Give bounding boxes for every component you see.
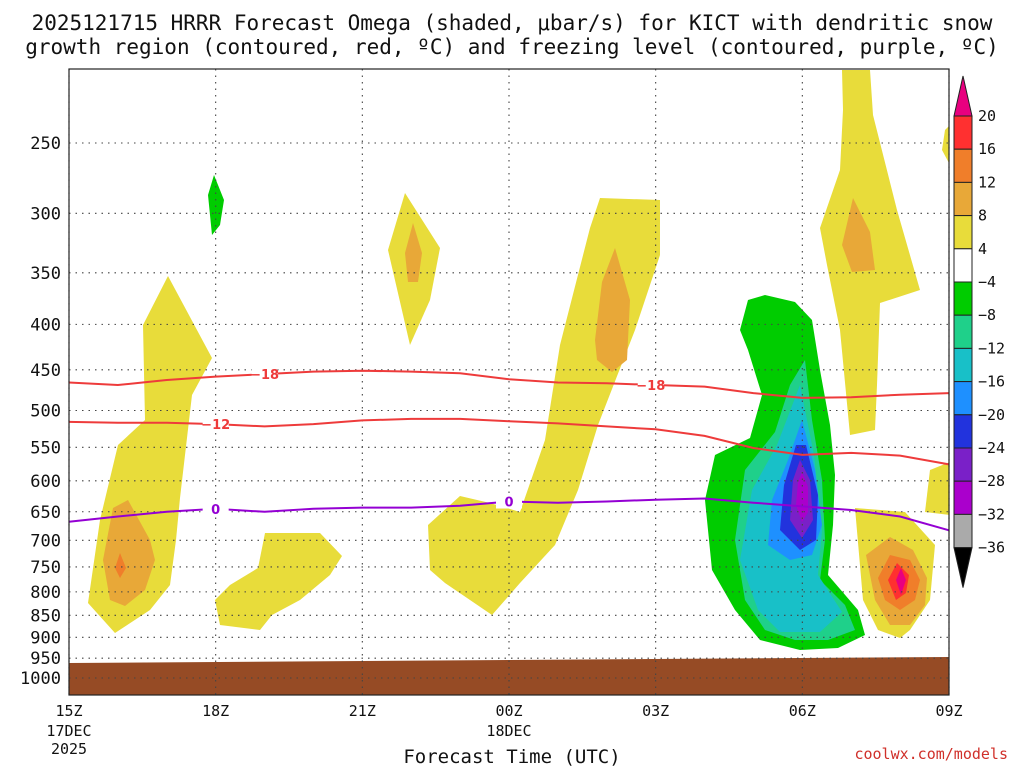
y-tick-label: 500 xyxy=(30,402,61,422)
colorbar-segment xyxy=(953,281,973,316)
colorbar-segment xyxy=(953,148,973,183)
contour-label: 0 xyxy=(211,503,220,518)
contour-label: −18 xyxy=(250,368,279,383)
colorbar-label: −12 xyxy=(978,339,1005,357)
y-tick-label: 950 xyxy=(30,649,61,669)
chart-title-line-1: 2025121715 HRRR Forecast Omega (shaded, … xyxy=(31,11,993,35)
x-tick-label: 09Z xyxy=(935,702,962,720)
x-tick-sublabel: 2025 xyxy=(51,740,87,758)
x-tick-sublabel: 18DEC xyxy=(486,722,531,740)
y-tick-label: 300 xyxy=(30,204,61,224)
omega-pos-4-area xyxy=(925,462,949,515)
y-tick-label: 600 xyxy=(30,472,61,492)
colorbar-label: 8 xyxy=(978,207,987,225)
colorbar-label: −36 xyxy=(978,539,1005,557)
contour-label: 0 xyxy=(504,496,513,511)
omega-pos-8-area xyxy=(405,223,422,282)
contour-label-bg xyxy=(202,500,229,516)
omega-pos-8-area xyxy=(103,500,155,606)
y-tick-label: 550 xyxy=(30,438,61,458)
y-tick-label: 700 xyxy=(30,531,61,551)
contour-label-bg xyxy=(496,493,522,509)
y-tick-label: 900 xyxy=(30,628,61,648)
contour-label: −18 xyxy=(636,379,665,394)
omega-pos-8-area xyxy=(595,248,630,372)
colorbar-arrow-top xyxy=(953,75,973,117)
omega-pos-4-area xyxy=(428,198,660,615)
y-tick-label: 450 xyxy=(30,361,61,381)
colorbar: 20 16 12 8 4 −4 −8 −12 −16 −20 −24 −28 −32 −36 xyxy=(953,75,1005,588)
colorbar-segment xyxy=(953,181,973,217)
isotherm-minus18-line xyxy=(68,369,950,399)
colorbar-label: −32 xyxy=(978,505,1005,523)
x-axis-title: Forecast Time (UTC) xyxy=(403,746,621,768)
chart-title-line-2: growth region (contoured, red, ºC) and f… xyxy=(25,35,999,59)
colorbar-label: −20 xyxy=(978,406,1005,424)
omega-neg-28-area xyxy=(796,472,808,522)
x-tick-sublabel: 17DEC xyxy=(46,722,91,740)
colorbar-segment xyxy=(953,447,973,482)
omega-pos-12-area xyxy=(115,553,126,578)
colorbar-segment xyxy=(953,381,973,416)
y-tick-label: 750 xyxy=(30,558,61,578)
x-tick-label: 15Z xyxy=(55,702,82,720)
colorbar-label: −8 xyxy=(978,306,996,324)
x-tick-label: 06Z xyxy=(789,702,816,720)
colorbar-segment xyxy=(953,115,973,150)
colorbar-label: 16 xyxy=(978,140,996,158)
colorbar-label: −28 xyxy=(978,472,1005,490)
colorbar-segment xyxy=(953,347,973,383)
x-tick-label: 21Z xyxy=(349,702,376,720)
colorbar-label: 20 xyxy=(978,107,996,125)
colorbar-arrow-bottom xyxy=(953,547,973,588)
colorbar-label: −24 xyxy=(978,439,1005,457)
x-tick-label: 18Z xyxy=(202,702,229,720)
omega-neg-4-area xyxy=(208,175,224,235)
colorbar-label: 12 xyxy=(978,173,996,191)
colorbar-label: −16 xyxy=(978,373,1005,391)
credit-link[interactable]: coolwx.com/models xyxy=(854,745,1008,763)
colorbar-segment xyxy=(953,480,973,515)
y-tick-label: 850 xyxy=(30,606,61,626)
x-tick-label: 00Z xyxy=(495,702,522,720)
y-tick-label: 400 xyxy=(30,315,61,335)
omega-pos-4-area xyxy=(215,533,342,630)
plot-frame xyxy=(68,68,950,696)
colorbar-segment xyxy=(953,314,973,349)
x-tick-label: 03Z xyxy=(642,702,669,720)
omega-pos-20-area xyxy=(896,568,906,595)
contour-label: −12 xyxy=(201,418,230,433)
omega-pos-8-area xyxy=(842,198,875,272)
omega-pos-4-area xyxy=(942,126,949,164)
contour-label-bg xyxy=(202,416,229,432)
contour-label-bg xyxy=(251,366,278,382)
y-axis: 2503003504004505005506006507007508008509… xyxy=(20,134,61,689)
y-tick-label: 1000 xyxy=(20,669,61,689)
terrain-fill xyxy=(69,657,949,695)
colorbar-segment xyxy=(953,414,973,449)
colorbar-segment xyxy=(953,513,973,549)
colorbar-segment xyxy=(953,215,973,250)
y-tick-label: 250 xyxy=(30,134,61,154)
y-tick-label: 350 xyxy=(30,264,61,284)
colorbar-segment xyxy=(953,248,973,283)
y-tick-label: 800 xyxy=(30,583,61,603)
contour-lines: −18 −18 −12 0 0 xyxy=(68,366,950,532)
colorbar-label: −4 xyxy=(978,273,996,291)
colorbar-label: 4 xyxy=(978,240,987,258)
y-tick-label: 650 xyxy=(30,503,61,523)
contour-label-bg xyxy=(637,376,664,392)
